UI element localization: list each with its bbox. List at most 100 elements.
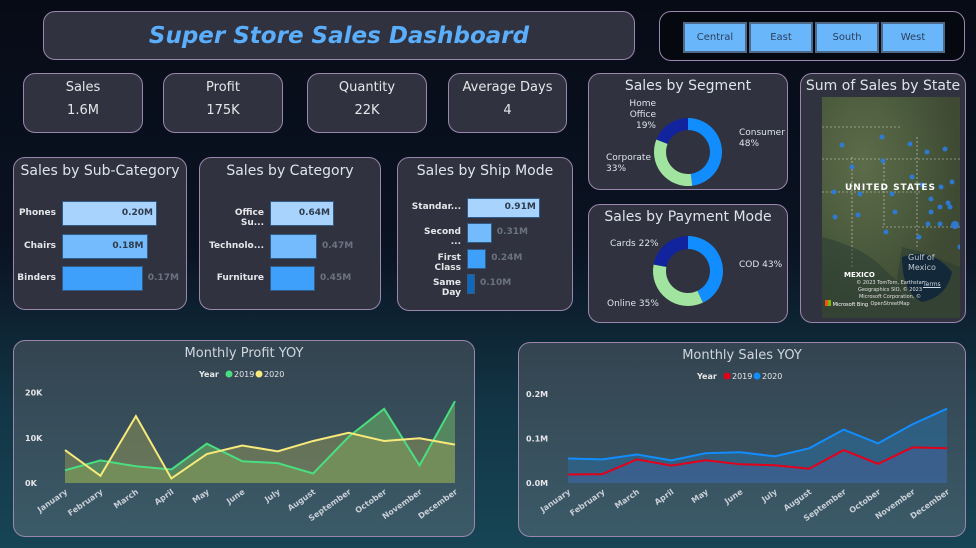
payment-slice-cod	[688, 236, 723, 303]
bar-label: Phones	[18, 207, 56, 218]
x-tick-label: January	[35, 487, 70, 515]
segment-slice-consumer	[688, 118, 723, 186]
segment-label-consumer: Consumer 48%	[739, 128, 785, 149]
x-tick-label: July	[262, 487, 282, 505]
bar-value: 0.47M	[322, 240, 354, 251]
slicer-west[interactable]: West	[881, 22, 945, 53]
x-tick-label: August	[286, 487, 317, 513]
payment-label-cards: Cards 22%	[610, 239, 659, 249]
bar[interactable]	[270, 234, 317, 259]
state-sales-dot	[951, 221, 959, 229]
legend-marker	[225, 370, 233, 378]
area-2020	[65, 416, 455, 483]
panel-title: Sales by Category	[226, 163, 354, 179]
bar[interactable]	[467, 274, 475, 294]
bar-value: 0.10M	[480, 278, 512, 288]
payment-slice-cards	[653, 236, 688, 267]
kpi-sales: Sales 1.6M	[23, 73, 143, 133]
bar-value: 0.18M	[112, 240, 144, 251]
bar-label: Standar...	[411, 202, 461, 212]
map-terms-link[interactable]: Terms	[923, 281, 941, 288]
payment-slice-online	[653, 264, 703, 306]
state-sales-dot	[928, 196, 934, 202]
x-tick-label: February	[568, 487, 607, 518]
y-tick-label: 0.0M	[526, 479, 548, 488]
bar[interactable]	[62, 234, 148, 259]
segment-label-home-office: Home Office 19%	[629, 99, 656, 131]
y-tick-label: 0K	[25, 479, 38, 488]
bar-value: 0.45M	[320, 272, 352, 283]
bar-value: 0.24M	[491, 253, 523, 263]
x-tick-label: February	[66, 487, 105, 518]
x-tick-label: July	[759, 487, 779, 505]
chart-title: Monthly Profit YOY	[185, 346, 304, 361]
slicer-south[interactable]: South	[815, 22, 879, 53]
state-sales-dot	[919, 182, 925, 188]
legend-label: 2019	[732, 372, 752, 381]
state-sales-dot	[909, 174, 915, 180]
state-sales-dot	[889, 191, 895, 197]
legend-label: 2020	[264, 370, 284, 379]
map-brand-logo: Microsoft Bing	[825, 300, 868, 308]
bar-label: Binders	[17, 272, 56, 283]
state-sales-dot	[839, 142, 845, 148]
region-slicer: Central East South West	[659, 11, 965, 61]
legend-marker	[723, 372, 731, 380]
y-tick-label: 10K	[25, 434, 43, 443]
state-sales-dot	[945, 200, 951, 206]
bar[interactable]	[62, 266, 143, 291]
bar[interactable]	[270, 266, 315, 291]
y-tick-label: 0.1M	[526, 435, 548, 444]
x-tick-label: March	[112, 487, 140, 510]
area-2020	[568, 408, 947, 483]
line-2020	[567, 407, 948, 462]
segment-slice-corporate	[653, 139, 693, 186]
state-sales-dot	[907, 141, 913, 147]
panel-title: Sales by Segment	[624, 78, 752, 94]
state-sales-dot	[937, 221, 943, 227]
sales-by-state-map[interactable]: UNITED STATES Gulf of Mexico MEXICO © 20…	[822, 97, 960, 318]
state-sales-dot	[883, 229, 889, 235]
legend-title: Year	[198, 370, 219, 379]
y-tick-label: 20K	[25, 389, 43, 398]
bar[interactable]	[62, 201, 157, 226]
bar-label: Same Day	[432, 278, 461, 298]
x-tick-label: April	[653, 487, 676, 507]
state-sales-dot	[855, 212, 861, 218]
state-sales-dot	[916, 234, 922, 240]
bar[interactable]	[467, 198, 540, 218]
x-tick-label: May	[191, 487, 212, 505]
state-sales-dot	[857, 191, 863, 197]
state-sales-dot	[937, 204, 943, 210]
state-sales-dot	[947, 204, 953, 210]
bar-label: Furniture	[216, 272, 264, 283]
bar[interactable]	[270, 201, 334, 226]
line-2019	[64, 400, 456, 475]
bar[interactable]	[467, 249, 487, 269]
kpi-value: 175K	[206, 103, 240, 118]
legend-title: Year	[696, 372, 717, 381]
map-label-country: UNITED STATES	[845, 183, 937, 193]
kpi-profit: Profit 175K	[163, 73, 283, 133]
bar-value: 0.17M	[147, 272, 179, 283]
slicer-east[interactable]: East	[749, 22, 813, 53]
state-sales-dot	[942, 146, 948, 152]
legend-marker	[255, 370, 263, 378]
x-tick-label: December	[417, 487, 460, 521]
line-2019	[567, 446, 948, 476]
state-sales-dot	[849, 164, 855, 170]
chart-title: Monthly Sales YOY	[682, 348, 802, 363]
bar-label: Second ...	[424, 227, 461, 247]
state-sales-dot	[924, 149, 930, 155]
bar[interactable]	[467, 223, 492, 243]
panel-title: Sales by Ship Mode	[416, 163, 554, 179]
panel-title: Sum of Sales by State	[805, 78, 961, 94]
slicer-central[interactable]: Central	[683, 22, 747, 53]
legend-label: 2019	[234, 370, 254, 379]
payment-panel: Sales by Payment Mode Cards 22% Online 3…	[588, 204, 788, 323]
state-sales-dot	[938, 184, 944, 190]
state-sales-dot	[880, 158, 886, 164]
segment-slice-home	[656, 118, 688, 144]
x-tick-label: June	[224, 487, 247, 507]
kpi-label: Quantity	[338, 80, 396, 95]
